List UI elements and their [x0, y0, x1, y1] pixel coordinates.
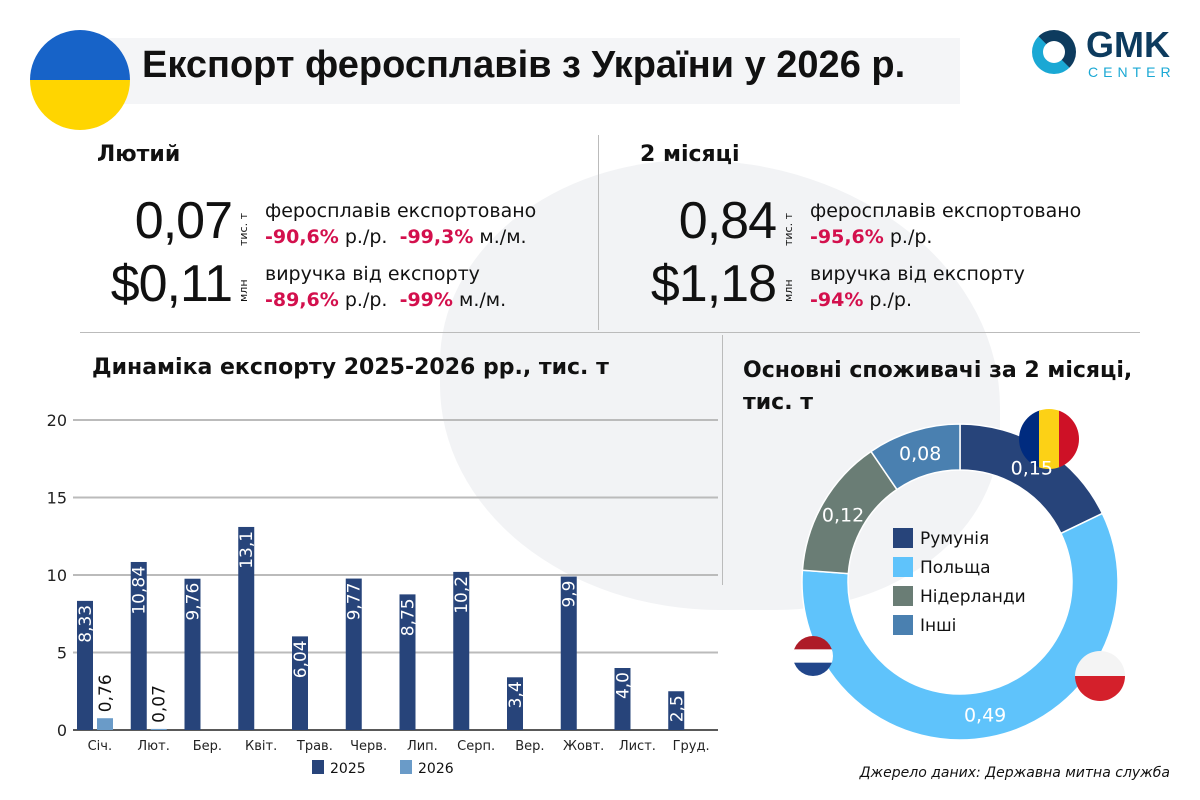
data-label: 0,76 [96, 674, 116, 712]
divider [80, 332, 1140, 333]
data-label: 13,1 [237, 531, 257, 569]
x-tick-label: Жовт. [563, 739, 604, 754]
legend-swatch-2025 [312, 760, 324, 774]
bar-2025 [453, 571, 470, 730]
page-title: Експорт феросплавів з України у 2026 р. [142, 44, 906, 86]
donut-chart-title: Основні споживачі за 2 місяці, тис. т [743, 358, 1133, 415]
legend-swatch [893, 557, 913, 577]
x-tick-label: Бер. [193, 739, 222, 754]
slice-label: 0,08 [899, 443, 941, 465]
bar-2025 [614, 668, 631, 730]
ytd-revenue: $1,18 [650, 255, 777, 313]
legend-swatch [893, 586, 913, 606]
month-revenue-change: -89,6% р./р. -99% м./м. [265, 289, 507, 311]
data-label: 10,84 [130, 566, 150, 615]
y-tick-label: 15 [47, 489, 67, 508]
legend-swatch [893, 615, 913, 635]
ytd-volume: 0,84 [678, 192, 777, 250]
bar-2025 [399, 594, 416, 730]
x-tick-label: Вер. [515, 739, 544, 754]
month-heading: Лютий [97, 142, 181, 167]
title-bar [100, 38, 960, 104]
x-tick-label: Лют. [137, 739, 169, 754]
ytd-heading: 2 місяці [640, 142, 740, 167]
data-label: 3,4 [506, 681, 526, 708]
x-tick-label: Квіт. [245, 739, 277, 754]
data-label: 9,77 [345, 583, 365, 621]
bar-2025 [130, 561, 147, 730]
ytd-revenue-change: -94% р./р. [810, 289, 913, 311]
y-tick-label: 0 [57, 721, 67, 740]
legend-label: Румунія [920, 529, 989, 549]
romania-flag-icon [1019, 409, 1079, 469]
month-volume: 0,07 [134, 192, 233, 250]
y-tick-label: 10 [47, 566, 67, 585]
x-tick-label: Черв. [350, 739, 387, 754]
bar-2025 [238, 526, 255, 730]
data-label: 4,0 [614, 672, 634, 699]
data-label: 9,9 [560, 581, 580, 608]
bar-2025 [345, 578, 362, 730]
ytd-volume-desc: феросплавів експортовано [810, 200, 1082, 222]
donut-slice-3 [869, 423, 961, 491]
bar-2025 [77, 600, 93, 730]
month-revenue: $0,11 [110, 255, 233, 313]
legend-label: Інші [920, 616, 956, 636]
data-label: 2,5 [667, 695, 687, 722]
data-label: 8,75 [399, 598, 419, 636]
ytd-revenue-desc: виручка від експорту [810, 263, 1025, 285]
legend-label: 2026 [418, 761, 454, 777]
data-label: 6,04 [291, 640, 311, 678]
divider [598, 135, 599, 330]
gmk-center-logo: GMK CENTER [1030, 24, 1190, 82]
legend-swatch-2026 [400, 760, 412, 774]
bar-2025 [507, 677, 523, 730]
slice-label: 0,15 [1011, 458, 1053, 480]
bar-2025 [184, 578, 201, 730]
ytd-volume-change: -95,6% р./р. [810, 226, 933, 248]
source-note: Джерело даних: Державна митна служба [859, 765, 1170, 781]
netherlands-flag-icon [793, 636, 833, 676]
legend-label: Польща [920, 558, 991, 578]
legend-label: Нідерланди [920, 587, 1026, 607]
bar-2025 [292, 636, 308, 730]
data-label: 9,76 [184, 583, 204, 621]
x-tick-label: Трав. [296, 739, 333, 754]
bar-2026 [97, 718, 113, 730]
x-tick-label: Січ. [88, 739, 113, 754]
bar-2026 [150, 728, 167, 730]
bar-2025 [560, 576, 577, 730]
month-volume-change: -90,6% р./р. -99,3% м./м. [265, 226, 527, 248]
data-label: 8,33 [76, 605, 96, 643]
x-tick-label: Серп. [457, 739, 495, 754]
legend-label: 2025 [330, 761, 366, 777]
y-tick-label: 20 [47, 411, 67, 430]
slice-label: 0,49 [964, 705, 1006, 727]
bar-chart-title: Динаміка експорту 2025-2026 рр., тис. т [92, 355, 609, 380]
data-label: 10,2 [452, 576, 472, 614]
poland-flag-icon [1075, 651, 1125, 701]
x-tick-label: Лист. [619, 739, 656, 754]
x-tick-label: Груд. [673, 739, 710, 754]
month-volume-desc: феросплавів експортовано [265, 200, 537, 222]
y-tick-label: 5 [57, 644, 67, 663]
bar-2025 [668, 691, 685, 730]
x-tick-label: Лип. [407, 739, 438, 754]
legend-swatch [893, 528, 913, 548]
month-revenue-desc: виручка від експорту [265, 263, 480, 285]
data-label: 0,07 [150, 685, 170, 723]
divider [722, 335, 723, 585]
slice-label: 0,12 [822, 505, 864, 527]
